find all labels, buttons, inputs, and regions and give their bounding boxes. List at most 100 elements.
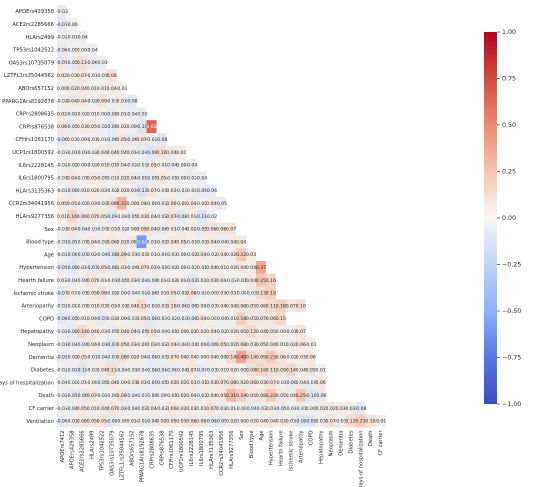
x-tick-label: PPARG1Ars8192678	[139, 430, 145, 482]
heatmap-cell	[186, 414, 197, 428]
cell-value-label: -0.03	[175, 316, 187, 322]
cell-value-label: -0.08	[355, 406, 367, 412]
y-tick-label: Hypertension	[19, 265, 54, 271]
cell-value-label: 0.01	[226, 316, 236, 322]
cell-value-label: 0.01	[97, 278, 107, 284]
heatmap-cell	[176, 312, 187, 325]
cell-value-label: -0.05	[146, 175, 158, 181]
heatmap-cell	[106, 94, 117, 108]
heatmap-cell	[226, 414, 237, 428]
heatmap-cell	[186, 222, 197, 236]
cell-value-label: 0.04	[87, 239, 97, 245]
heatmap-cell	[66, 389, 77, 402]
heatmap-cell	[146, 261, 157, 274]
x-tick-label: Hearth failure	[279, 430, 285, 466]
cell-value-label: -0.00	[175, 342, 187, 348]
cell-value-label: 0.07	[166, 214, 176, 220]
heatmap-cell	[275, 325, 286, 338]
cell-value-label: 0.05	[216, 342, 226, 348]
cell-value-label: -0.01	[76, 303, 88, 309]
cell-value-label: 0.05	[97, 214, 107, 220]
cell-value-label: 0.00	[196, 303, 206, 309]
heatmap-cell	[166, 145, 177, 159]
heatmap-cell	[86, 209, 97, 223]
y-tick-label: CCR2rs34041956	[9, 201, 54, 207]
cell-value-label: 0.03	[246, 252, 256, 258]
cell-value-label: -0.09	[295, 419, 307, 425]
cell-value-label: -0.02	[185, 265, 197, 271]
colorbar: 1.00 0.75 0.50 0.25 0.00 −0.25 −0.50 −0.75 −1.00	[484, 29, 521, 408]
heatmap-cell	[96, 94, 107, 108]
heatmap-cell	[156, 389, 167, 402]
cell-value-label: 0.04	[196, 252, 206, 258]
heatmap-cell	[226, 248, 237, 261]
cell-value-label: -0.04	[126, 265, 138, 271]
cell-value-label: 0.06	[77, 419, 87, 425]
cell-value-label: -0.04	[136, 150, 148, 156]
cell-value-label: -0.02	[165, 316, 177, 322]
heatmap-cell	[196, 376, 207, 389]
cell-value-label: 0.04	[286, 393, 296, 399]
heatmap-cell	[176, 401, 187, 415]
cell-value-label: 0.03	[226, 291, 236, 297]
heatmap-cell	[256, 414, 266, 428]
y-tick-label: Hearth failure	[18, 278, 54, 284]
cell-value-label: 0.40	[236, 355, 246, 361]
cell-value-label: 0.03	[117, 99, 127, 105]
heatmap-cell	[66, 363, 77, 377]
cell-value-label: 0.18	[266, 291, 276, 297]
cell-value-label: -0.06	[185, 316, 197, 322]
heatmap-cell	[156, 363, 167, 377]
cell-value-label: -0.05	[66, 124, 78, 130]
cell-value-label: 0.02	[176, 393, 186, 399]
heatmap-cell	[126, 312, 137, 325]
heatmap-cell	[136, 401, 147, 415]
x-tick-label: Arteriopathy	[299, 430, 305, 463]
cell-value-label: -0.08	[56, 316, 68, 322]
y-tick-label: ACE2rs2285666	[12, 22, 54, 28]
heatmap-cell	[295, 299, 306, 313]
heatmap-cell	[106, 389, 117, 402]
heatmap-cell	[116, 145, 127, 159]
heatmap-cell	[86, 107, 97, 121]
heatmap-cell	[265, 325, 276, 338]
cell-value-label: 0.02	[176, 380, 186, 386]
heatmap-cell	[76, 261, 87, 274]
y-tick-label: Days of hospitalization	[0, 380, 54, 386]
cell-value-label: -0.05	[106, 329, 118, 335]
y-tick-label: IL6rs2228145	[18, 163, 54, 169]
heatmap-cell	[57, 56, 67, 69]
heatmap-cell	[186, 337, 197, 351]
cell-value-label: -0.03	[195, 239, 207, 245]
cell-value-label: -0.07	[185, 278, 197, 284]
cell-value-label: 0.04	[77, 99, 87, 105]
heatmap-cell	[176, 184, 187, 197]
heatmap-cell	[57, 197, 67, 210]
heatmap-cell	[76, 401, 87, 415]
heatmap-cell	[96, 286, 107, 300]
cell-value-label: 0.02	[326, 406, 336, 412]
heatmap-cell	[206, 235, 217, 249]
cell-value-label: 0.00	[176, 329, 186, 335]
cell-value-label: 0.02	[57, 73, 67, 79]
heatmap-cell	[116, 158, 127, 172]
heatmap-cell	[106, 158, 117, 172]
heatmap-cell	[216, 299, 227, 313]
y-tick-label: CF carrier	[29, 406, 55, 412]
heatmap-cell	[86, 235, 97, 249]
heatmap-cell	[236, 401, 247, 415]
heatmap-cell	[126, 350, 137, 364]
heatmap-cell	[166, 337, 177, 351]
cell-value-label: -0.03	[126, 316, 138, 322]
heatmap-cell	[66, 376, 77, 389]
heatmap-cell	[265, 376, 276, 389]
heatmap-cell	[156, 273, 167, 287]
heatmap-cell	[116, 107, 127, 121]
heatmap-cell	[126, 209, 137, 223]
cell-value-label: -0.01	[76, 150, 88, 156]
cell-value-label: -0.04	[146, 393, 158, 399]
cell-value-label: 0.02	[226, 329, 236, 335]
cell-value-label: 0.01	[127, 150, 137, 156]
cell-value-label: -0.06	[146, 367, 158, 373]
cell-value-label: 0.01	[216, 367, 226, 373]
